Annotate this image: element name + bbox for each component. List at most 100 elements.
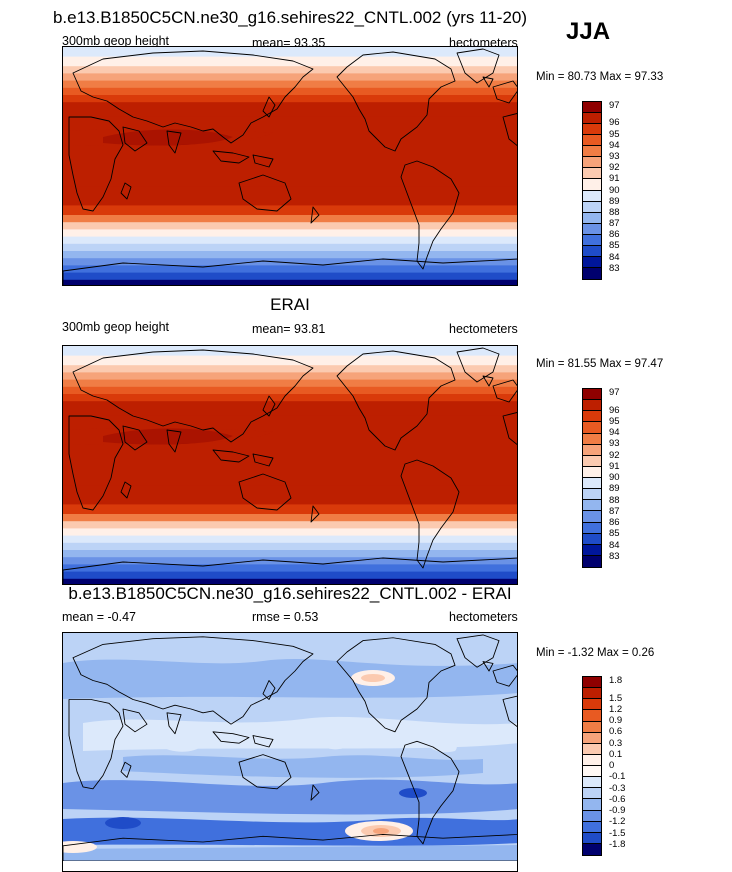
map-anomaly-region (361, 674, 385, 682)
coastline (502, 113, 517, 146)
colorbar-swatch (583, 677, 601, 689)
colorbar-tick-label: 88 (609, 494, 620, 506)
panel2-map (62, 345, 518, 585)
colorbar-tick-label: -0.6 (609, 793, 626, 805)
colorbar-tick-label: 0.6 (609, 726, 623, 738)
colorbar-tick-label: 90 (609, 184, 620, 196)
colorbar-tick-label: 0.9 (609, 715, 623, 726)
season-label: JJA (566, 18, 611, 45)
coastline (262, 395, 276, 417)
map-contour-band (63, 514, 517, 522)
colorbar-swatch (583, 478, 601, 490)
coastline (72, 636, 314, 725)
map-contour-band (63, 116, 517, 187)
map-contour-band (63, 265, 517, 274)
map-contour-band (63, 401, 517, 417)
colorbar-tick-label: -1.2 (609, 816, 626, 828)
colorbar-swatch (583, 444, 601, 456)
map-contour-band (63, 485, 517, 505)
colorbar-swatch (583, 511, 601, 523)
panel3-colorbar (582, 676, 602, 856)
map-contour-band (63, 557, 517, 565)
coastline (68, 116, 124, 212)
colorbar-tick-label: 1.2 (609, 703, 623, 715)
colorbar-swatch (583, 466, 601, 478)
colorbar-tick-label: 88 (609, 206, 620, 218)
coastline-layer (63, 347, 517, 584)
map-contour-band (63, 659, 517, 699)
colorbar-swatch (583, 102, 601, 114)
map-contour-band (63, 236, 517, 245)
panel2-colorbar (582, 388, 602, 568)
coastline (238, 174, 292, 212)
map-contour-band (63, 222, 517, 230)
colorbar-swatch (583, 223, 601, 235)
map-contour-band (63, 73, 517, 82)
coastline (502, 695, 517, 728)
coastline (252, 735, 274, 748)
coastline (456, 347, 500, 383)
coastline (166, 712, 182, 735)
coastline (502, 412, 517, 445)
coastline (122, 126, 148, 152)
colorbar-tick-label: 91 (609, 460, 620, 472)
colorbar-swatch (583, 710, 601, 722)
colorbar-swatch (583, 522, 601, 534)
coastline (492, 80, 517, 104)
map-contour-band (63, 564, 517, 573)
map-contour-band (63, 394, 517, 402)
colorbar-swatch (583, 201, 601, 213)
colorbar-tick-label: 1.5 (609, 692, 623, 704)
map-contour-band (63, 95, 517, 103)
map-contour-band (63, 504, 517, 515)
map-contour-band (63, 578, 517, 584)
colorbar-tick-label: 90 (609, 472, 620, 483)
map-contour-band (63, 528, 517, 537)
map-contour-band (63, 355, 517, 366)
map-contour-band (63, 779, 517, 815)
coastline (238, 754, 292, 790)
colorbar-swatch (583, 124, 601, 136)
colorbar-tick-label: 93 (609, 150, 620, 162)
colorbar-tick-label: -1.5 (609, 827, 626, 839)
coastline (120, 761, 132, 778)
map-contour-band (63, 186, 517, 206)
map-contour-band (63, 102, 517, 118)
coastline (492, 379, 517, 403)
colorbar-tick-label: 87 (609, 218, 620, 230)
coastline (212, 150, 250, 164)
colorbar-tick-label: 1.8 (609, 675, 623, 687)
colorbar-swatch (583, 754, 601, 766)
map-contour-band (63, 346, 517, 357)
coastline (120, 481, 132, 499)
coastline (212, 731, 250, 744)
panel2-units-label: hectometers (449, 322, 518, 336)
map-anomaly-region (105, 817, 141, 829)
map-contour-band (63, 379, 517, 388)
coastline (310, 505, 320, 523)
colorbar-swatch (583, 799, 601, 811)
colorbar-tick-label: 95 (609, 415, 620, 427)
coastline (72, 349, 314, 443)
coastline (492, 664, 517, 687)
colorbar-swatch (583, 699, 601, 711)
colorbar-tick-label: 93 (609, 438, 620, 450)
colorbar-tick-label: 85 (609, 528, 620, 540)
colorbar-tick-label: -0.3 (609, 782, 626, 794)
panel2-mean-label: mean= 93.81 (252, 322, 326, 336)
colorbar-swatch (583, 389, 601, 401)
panel3-title: b.e13.B1850C5CN.ne30_g16.sehires22_CNTL.… (68, 584, 512, 603)
colorbar-swatch (583, 843, 601, 855)
coastline (212, 449, 250, 463)
colorbar-swatch (583, 533, 601, 545)
colorbar-tick-label: 91 (609, 173, 620, 185)
coastline (456, 634, 500, 668)
colorbar-swatch (583, 212, 601, 224)
coastline (166, 429, 182, 453)
colorbar-swatch (583, 146, 601, 158)
colorbar-swatch (583, 190, 601, 202)
panel2-variable-label: 300mb geop height (62, 320, 170, 334)
colorbar-swatch (583, 732, 601, 744)
map-contour-band (63, 272, 517, 281)
coastline (238, 473, 292, 511)
